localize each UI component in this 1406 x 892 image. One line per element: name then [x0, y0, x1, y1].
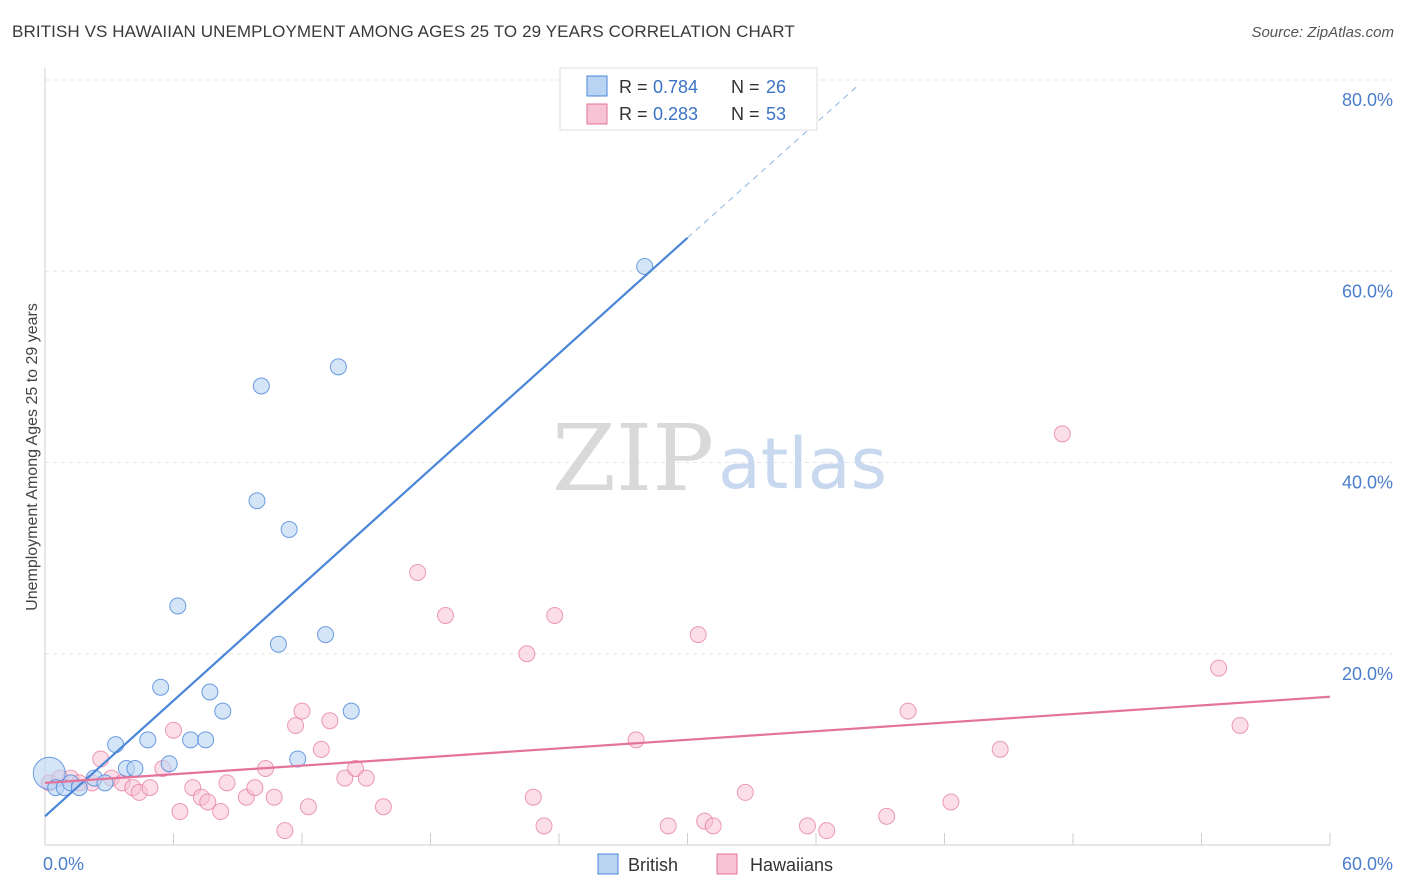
legend-hawaiians-r-label: R = — [619, 104, 648, 124]
hawaiians-point — [878, 807, 896, 825]
british-trend-extension — [687, 84, 860, 239]
chart-title: BRITISH VS HAWAIIAN UNEMPLOYMENT AMONG A… — [12, 22, 795, 41]
british-point — [96, 774, 114, 792]
hawaiians-point — [546, 607, 564, 624]
legend-british-n-label: N = — [731, 77, 760, 97]
british-point — [636, 257, 654, 275]
british-point — [182, 731, 200, 749]
bottom-legend-british-label: British — [628, 855, 678, 875]
hawaiians-point — [171, 803, 189, 821]
hawaiians-point — [246, 779, 264, 797]
british-point — [169, 597, 187, 615]
british-point — [139, 731, 157, 749]
hawaiians-point — [535, 817, 553, 835]
y-tick-labels: 20.0% 40.0% 60.0% 80.0% — [1342, 90, 1393, 684]
british-point — [126, 760, 144, 777]
x-tick-label-max: 60.0% — [1342, 854, 1393, 874]
british-point — [201, 683, 219, 701]
watermark-atlas: atlas — [718, 423, 887, 505]
y-tick-label-60: 60.0% — [1342, 281, 1393, 301]
hawaiians-point — [265, 788, 283, 806]
british-point — [152, 678, 170, 696]
hawaiians-point — [299, 798, 317, 816]
hawaiians-point — [704, 817, 722, 835]
legend-british-r-label: R = — [619, 77, 648, 97]
legend-hawaiians-n-label: N = — [731, 104, 760, 124]
british-point — [248, 492, 266, 510]
british-point — [107, 736, 125, 754]
y-tick-label-20: 20.0% — [1342, 664, 1393, 684]
gridlines — [45, 79, 1392, 655]
british-point — [252, 377, 270, 395]
hawaiians-point — [165, 721, 182, 739]
hawaiians-point — [218, 774, 236, 792]
trend-lines — [44, 84, 1331, 818]
legend-british-swatch — [586, 75, 608, 97]
hawaiians-point — [276, 822, 294, 840]
correlation-legend: R = 0.784 N = 26 R = 0.283 N = 53 — [559, 67, 818, 131]
hawaiians-point — [374, 798, 392, 816]
hawaiians-point — [357, 769, 375, 787]
y-tick-label-40: 40.0% — [1342, 473, 1393, 493]
hawaiians-point — [199, 793, 217, 811]
hawaiians-point — [141, 779, 159, 797]
hawaiians-point — [627, 731, 645, 749]
hawaiians-point — [659, 817, 677, 835]
hawaiians-point — [436, 607, 454, 624]
british-point — [342, 702, 360, 720]
british-point — [214, 702, 232, 720]
british-trend-line — [44, 236, 689, 818]
bottom-legend-british-swatch — [597, 853, 619, 875]
source-label: Source: ZipAtlas.com — [1251, 24, 1394, 41]
british-point — [317, 626, 335, 644]
hawaiians-point — [312, 740, 330, 758]
british-point — [160, 755, 178, 773]
hawaiians-point — [899, 702, 917, 720]
hawaiians-point — [736, 783, 754, 801]
hawaiians-point — [1231, 716, 1249, 734]
x-tick-label-min: 0.0% — [43, 854, 84, 874]
hawaiians-point — [798, 817, 816, 835]
legend-hawaiians-swatch — [586, 103, 608, 125]
british-point — [280, 520, 298, 538]
hawaiians-point — [1053, 425, 1071, 443]
hawaiians-point — [942, 793, 960, 811]
hawaiians-point — [336, 769, 354, 787]
hawaiians-points — [40, 425, 1249, 840]
series-legend: British Hawaiians — [597, 853, 833, 875]
legend-hawaiians-n-value: 53 — [766, 104, 786, 124]
hawaiians-point — [321, 712, 339, 730]
hawaiians-point — [287, 716, 305, 734]
british-point — [329, 358, 347, 376]
hawaiians-point — [212, 803, 230, 821]
hawaiians-point — [1210, 659, 1228, 677]
hawaiians-point — [518, 645, 536, 663]
bottom-legend-hawaiians-swatch — [716, 853, 738, 875]
british-points — [32, 257, 654, 797]
legend-hawaiians-r-value: 0.283 — [653, 104, 698, 124]
watermark: ZIP atlas — [552, 405, 887, 512]
hawaiians-point — [818, 822, 836, 840]
watermark-zip: ZIP — [552, 405, 714, 512]
legend-british-r-value: 0.784 — [653, 77, 698, 97]
british-point — [269, 635, 287, 653]
hawaiians-point — [92, 750, 110, 768]
hawaiians-point — [689, 626, 707, 644]
hawaiians-point — [293, 702, 311, 720]
hawaiians-point — [524, 788, 542, 806]
hawaiians-point — [991, 740, 1009, 758]
hawaiians-point — [409, 563, 427, 581]
british-point — [197, 731, 215, 749]
hawaiians-trend-line — [44, 695, 1331, 784]
y-tick-label-80: 80.0% — [1342, 90, 1393, 110]
hawaiians-point — [347, 760, 365, 777]
legend-british-n-value: 26 — [766, 77, 786, 97]
bottom-legend-hawaiians-label: Hawaiians — [750, 855, 833, 875]
x-axis-ticks — [44, 833, 1331, 845]
y-axis-title: Unemployment Among Ages 25 to 29 years — [24, 303, 41, 611]
